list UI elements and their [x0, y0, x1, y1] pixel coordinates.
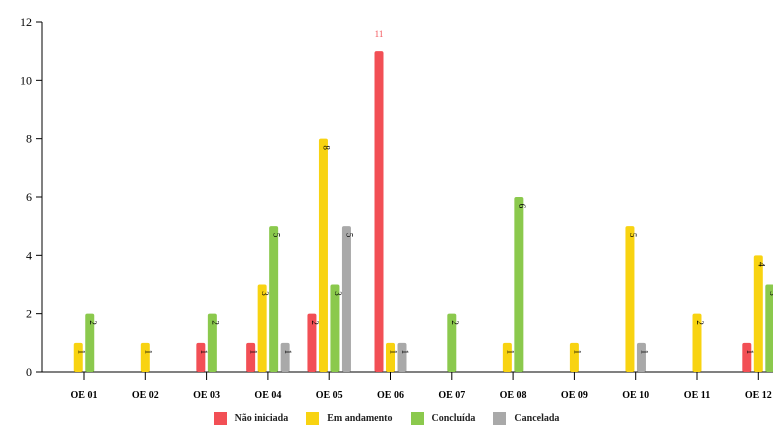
- x-tick-label: OE 08: [500, 390, 527, 401]
- legend-swatch-nao-iniciada: [213, 412, 227, 425]
- bar-oe04-series-0: [246, 342, 256, 372]
- y-tick-label: 6: [26, 190, 32, 204]
- x-tick-label: OE 11: [684, 390, 710, 401]
- bar-data-label: 6: [517, 204, 527, 209]
- legend-item-nao-iniciada[interactable]: Não iniciada: [213, 412, 289, 425]
- y-tick-label: 10: [20, 73, 32, 87]
- bar-data-label: 1: [199, 350, 209, 355]
- bar-data-label: 11: [375, 29, 384, 39]
- bar-data-label: 2: [88, 320, 98, 325]
- bar-oe09-series-1: [569, 342, 579, 372]
- bar-oe10-series-3: [636, 342, 646, 372]
- bar-data-label: 2: [310, 320, 320, 325]
- x-tick-label: OE 01: [71, 390, 98, 401]
- bar-data-label: 4: [756, 262, 766, 267]
- legend-swatch-em-andamento: [306, 412, 320, 425]
- bar-oe02-series-1: [140, 342, 150, 372]
- legend-swatch-concluida: [410, 412, 424, 425]
- bar-data-label: 1: [505, 350, 515, 355]
- bar-oe04-series-3: [280, 342, 290, 372]
- bar-data-label: 1: [143, 350, 153, 355]
- bar-data-label: 1: [389, 350, 399, 355]
- x-tick-label: OE 04: [254, 390, 281, 401]
- bar-oe04-series-1: [257, 284, 267, 372]
- bar-data-label: 3: [333, 291, 343, 296]
- y-tick-label: 8: [26, 132, 32, 146]
- bar-data-label: 1: [283, 350, 293, 355]
- x-tick-label: OE 07: [438, 390, 465, 401]
- bar-oe05-series-0: [307, 313, 317, 372]
- x-tick-label: OE 10: [622, 390, 649, 401]
- bar-oe12-series-1: [753, 255, 763, 372]
- bar-data-label: 2: [450, 320, 460, 325]
- bar-data-label: 2: [210, 320, 220, 325]
- chart-legend: Não iniciada Em andamento Concluída Canc…: [0, 412, 773, 425]
- bar-oe12-series-2: [765, 284, 773, 372]
- bar-oe04-series-2: [269, 226, 279, 372]
- bar-data-label: 1: [249, 350, 259, 355]
- y-tick-label: 0: [26, 365, 32, 379]
- bar-oe01-series-1: [73, 342, 83, 372]
- bar-oe08-series-2: [514, 197, 524, 372]
- legend-label-em-andamento: Em andamento: [327, 413, 393, 424]
- legend-swatch-cancelada: [493, 412, 507, 425]
- bar-data-label: 5: [628, 233, 638, 238]
- bar-data-label: 2: [695, 320, 705, 325]
- bar-data-label: 1: [400, 350, 410, 355]
- bar-oe06-series-0: [374, 51, 384, 373]
- bar-data-label: 5: [344, 233, 354, 238]
- bar-oe03-series-2: [207, 313, 217, 372]
- legend-item-cancelada[interactable]: Cancelada: [493, 412, 559, 425]
- y-tick-label: 4: [26, 248, 32, 262]
- bar-data-label: 8: [321, 145, 331, 150]
- legend-label-concluida: Concluída: [431, 413, 476, 424]
- bar-oe03-series-0: [196, 342, 206, 372]
- bar-oe05-series-1: [318, 138, 328, 372]
- bar-data-label: 1: [745, 350, 755, 355]
- legend-label-nao-iniciada: Não iniciada: [234, 413, 289, 424]
- bar-oe05-series-3: [341, 226, 351, 372]
- x-tick-label: OE 09: [561, 390, 588, 401]
- x-tick-label: OE 05: [316, 390, 343, 401]
- bar-oe08-series-1: [502, 342, 512, 372]
- bar-data-label: 1: [76, 350, 86, 355]
- bar-oe06-series-1: [386, 342, 395, 372]
- bar-data-label: 3: [260, 291, 270, 296]
- y-tick-label: 12: [20, 15, 32, 29]
- x-tick-label: OE 06: [377, 390, 404, 401]
- legend-item-em-andamento[interactable]: Em andamento: [306, 412, 393, 425]
- bar-oe07-series-2: [447, 313, 457, 372]
- x-tick-label: OE 03: [193, 390, 220, 401]
- x-tick-label: OE 02: [132, 390, 159, 401]
- legend-label-cancelada: Cancelada: [514, 413, 560, 424]
- y-tick-label: 2: [26, 307, 32, 321]
- bar-data-label: 1: [639, 350, 649, 355]
- legend-item-concluida[interactable]: Concluída: [410, 412, 476, 425]
- bar-oe01-series-2: [85, 313, 95, 372]
- bar-oe05-series-2: [330, 284, 340, 372]
- bar-data-label: 3: [768, 291, 773, 296]
- bar-data-label: 5: [272, 233, 282, 238]
- bar-data-label: 1: [572, 350, 582, 355]
- bar-oe12-series-0: [742, 342, 752, 372]
- bar-oe06-series-3: [397, 342, 407, 372]
- x-tick-label: OE 12: [745, 390, 772, 401]
- bar-oe10-series-1: [625, 226, 635, 372]
- bar-oe11-series-1: [692, 313, 702, 372]
